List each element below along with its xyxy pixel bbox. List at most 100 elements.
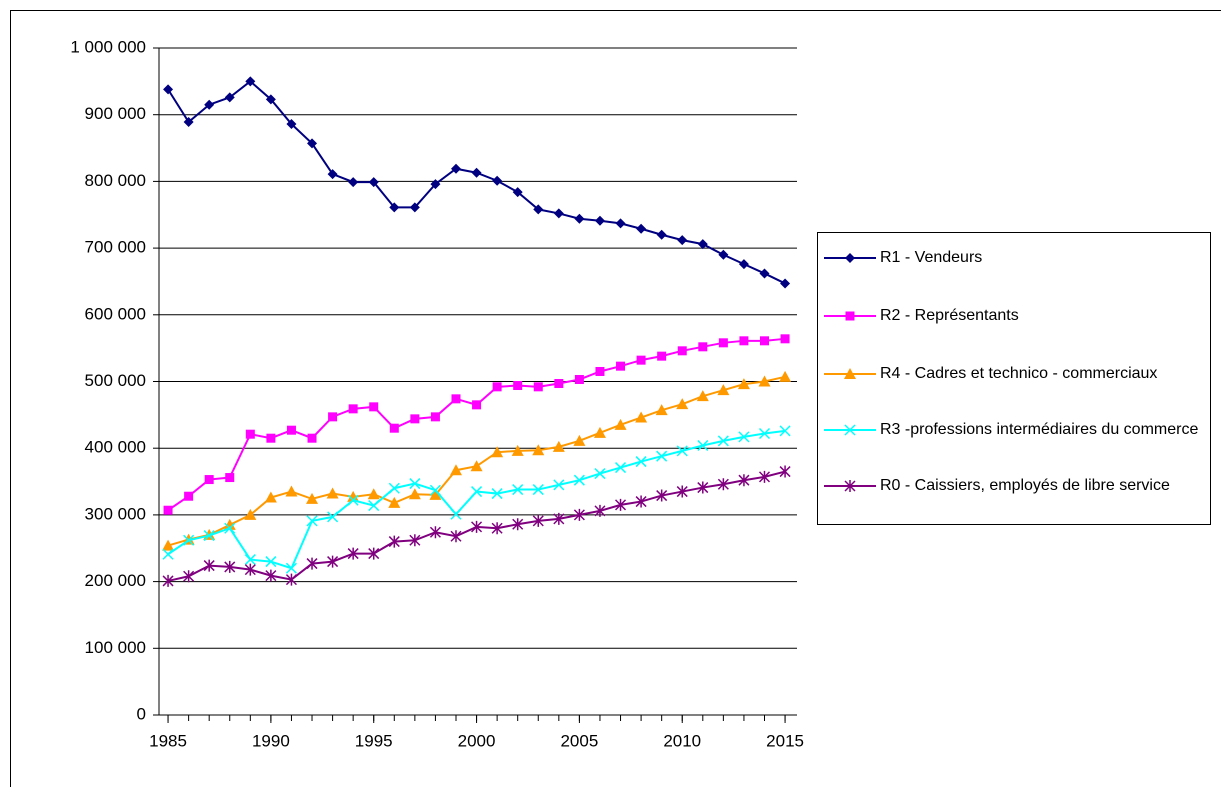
marker (265, 569, 277, 582)
marker (224, 560, 236, 573)
marker (615, 462, 627, 474)
marker (513, 381, 523, 391)
marker (429, 488, 442, 500)
y-tick-label: 900 000 (85, 104, 146, 123)
legend-swatch (824, 480, 876, 492)
marker (204, 99, 215, 110)
marker (388, 496, 401, 508)
marker (429, 526, 441, 539)
marker (759, 268, 770, 279)
marker (844, 368, 856, 379)
marker (553, 512, 565, 525)
marker (676, 445, 688, 457)
marker (780, 334, 790, 344)
marker (266, 433, 276, 443)
marker (450, 530, 462, 543)
marker (264, 491, 277, 503)
marker (697, 440, 709, 452)
marker (615, 498, 627, 511)
marker (758, 470, 771, 483)
marker (368, 500, 380, 512)
marker (286, 425, 296, 435)
marker (718, 338, 728, 348)
legend-entry: R4 - Cadres et technico - commerciaux (818, 363, 1210, 413)
series-line (167, 337, 786, 512)
y-tick-label: 0 (137, 704, 146, 723)
marker (388, 535, 400, 548)
marker (594, 504, 606, 517)
marker (163, 505, 173, 515)
marker (471, 486, 483, 498)
marker (739, 336, 749, 346)
legend-label: R2 - Représentants (880, 307, 1019, 324)
x-tick-label: 1990 (252, 731, 290, 750)
marker (512, 518, 524, 531)
marker (163, 84, 174, 95)
marker (244, 563, 256, 576)
marker (430, 179, 441, 190)
legend-entry: R3 -professions intermédiaires du commer… (818, 419, 1210, 469)
legend: R1 - Vendeurs R2 - Représentants R4 - Cadr… (817, 232, 1211, 525)
marker (594, 468, 606, 480)
marker (573, 474, 585, 486)
marker (388, 482, 400, 494)
marker (368, 547, 380, 560)
marker (369, 402, 379, 412)
marker (450, 508, 462, 520)
marker (410, 414, 420, 424)
marker (450, 163, 461, 174)
marker (737, 378, 750, 390)
marker (492, 175, 503, 186)
marker (183, 117, 194, 128)
marker (409, 478, 421, 490)
marker (552, 440, 565, 452)
marker (553, 479, 565, 491)
legend-label: R1 - Vendeurs (880, 249, 983, 266)
marker (203, 530, 215, 542)
marker (512, 484, 524, 496)
marker (738, 259, 749, 270)
marker (698, 342, 708, 352)
marker (512, 187, 523, 198)
marker (760, 336, 770, 346)
marker (389, 423, 399, 433)
y-tick-label: 400 000 (85, 438, 146, 457)
legend-swatch (824, 311, 876, 321)
marker (183, 534, 195, 546)
marker (307, 433, 317, 443)
marker (204, 475, 214, 485)
x-tick-label: 2015 (766, 731, 804, 750)
marker (430, 412, 440, 422)
marker (429, 484, 441, 496)
marker (758, 375, 771, 387)
marker (635, 411, 648, 423)
marker (574, 213, 585, 224)
marker (779, 425, 791, 437)
marker (573, 508, 585, 521)
marker (244, 554, 256, 566)
marker (347, 490, 360, 502)
marker (348, 177, 359, 188)
marker (615, 218, 626, 229)
marker (224, 522, 236, 534)
marker (245, 429, 255, 439)
marker (533, 204, 544, 215)
marker (368, 177, 379, 188)
marker (471, 520, 483, 533)
marker (162, 548, 174, 560)
y-tick-label: 600 000 (85, 304, 146, 323)
marker (265, 556, 277, 568)
marker (265, 94, 276, 105)
marker (203, 559, 215, 572)
marker (408, 488, 421, 500)
marker (183, 570, 195, 583)
marker (451, 394, 461, 404)
marker (223, 518, 236, 530)
marker (285, 573, 297, 586)
marker (656, 229, 667, 240)
marker (657, 351, 667, 361)
marker (326, 487, 339, 499)
marker (635, 456, 647, 468)
marker (162, 574, 174, 587)
